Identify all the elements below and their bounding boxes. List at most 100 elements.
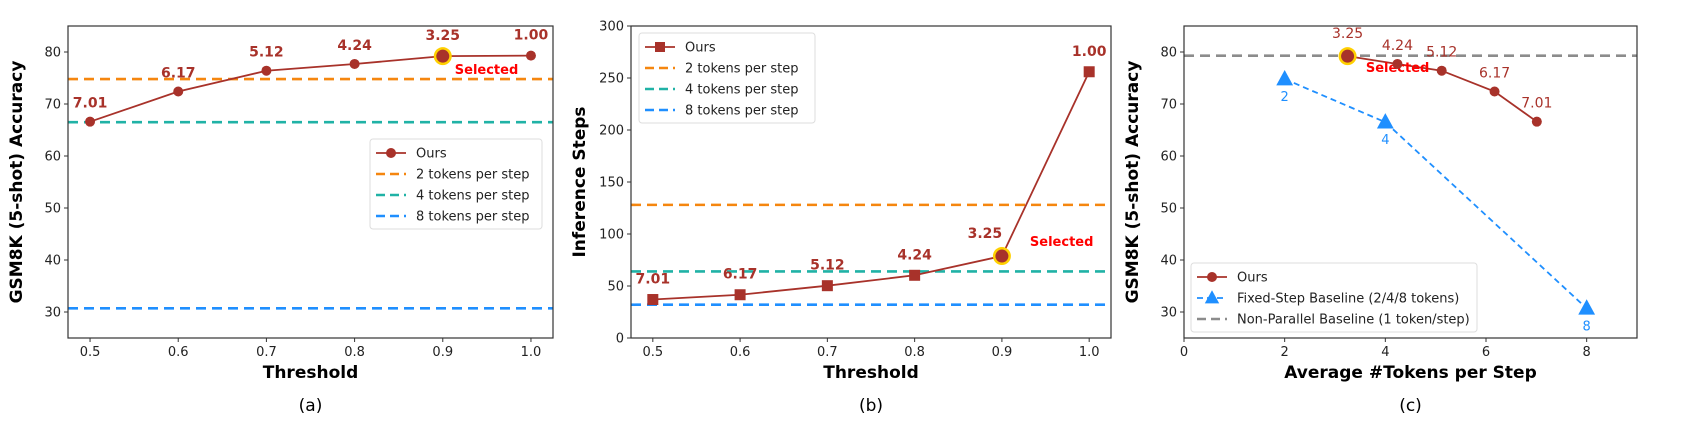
data-label: 5.12 (249, 45, 284, 61)
data-label: 6.17 (1479, 66, 1510, 82)
data-label: 7.01 (73, 96, 108, 112)
legend-marker (1207, 272, 1217, 282)
legend-marker (655, 42, 665, 52)
data-label: 3.25 (1332, 26, 1363, 42)
y-tick-label: 50 (1160, 202, 1177, 217)
y-tick-label: 250 (599, 72, 624, 87)
legend-label: 2 tokens per step (685, 62, 799, 77)
data-point (821, 280, 833, 292)
axes-frame (67, 25, 554, 339)
data-point (909, 269, 921, 281)
legend-label: Non-Parallel Baseline (1 token/step) (1237, 313, 1470, 328)
data-label: 4.24 (1382, 38, 1413, 54)
x-axis-title: Threshold (823, 363, 919, 383)
data-point (1376, 113, 1394, 129)
panel-caption: (a) (299, 396, 323, 416)
y-tick-label: 80 (1160, 46, 1177, 61)
data-point (85, 116, 96, 127)
x-tick-label: 1.0 (1079, 345, 1100, 360)
legend-box (369, 138, 543, 230)
y-tick-label: 200 (599, 124, 624, 139)
panel-caption: (b) (859, 396, 883, 416)
data-point (173, 86, 184, 97)
selected-label: Selected (455, 63, 518, 78)
legend-marker (386, 148, 396, 158)
x-tick-label: 0.6 (730, 345, 751, 360)
chart-panel-2: 0.5 0.6 0.7 0.8 0.9 1.0050100150200250300Thre… (570, 20, 1112, 416)
data-label: 6.17 (161, 66, 196, 82)
data-point (1392, 58, 1403, 69)
legend-label: Ours (1237, 271, 1268, 286)
legend-label: 4 tokens per step (416, 189, 530, 204)
data-point (734, 289, 746, 301)
series-line-ours (89, 54, 531, 123)
y-tick-label: 300 (599, 20, 624, 35)
y-tick-label: 30 (1160, 306, 1177, 321)
x-tick-label: 0.5 (642, 345, 663, 360)
x-tick-label: 0.7 (256, 345, 277, 360)
legend-label: Ours (685, 41, 716, 56)
data-label: 8 (1583, 319, 1591, 334)
data-label: 4.24 (897, 247, 932, 263)
panel-caption: (c) (1399, 396, 1422, 416)
y-tick-label: 80 (44, 46, 61, 61)
data-label: 2 (1281, 90, 1289, 105)
legend-label: 4 tokens per step (685, 83, 799, 98)
y-tick-label: 60 (1160, 150, 1177, 165)
y-tick-label: 70 (44, 98, 61, 113)
x-tick-label: 4 (1381, 345, 1389, 360)
legend-label: 2 tokens per step (416, 168, 530, 183)
data-label: 7.01 (636, 272, 671, 288)
selected-label: Selected (1030, 235, 1094, 250)
x-tick-label: 2 (1281, 345, 1289, 360)
x-tick-label: 0.9 (992, 345, 1013, 360)
x-tick-label: 6 (1482, 345, 1490, 360)
x-tick-label: 0.8 (344, 345, 365, 360)
legend-box (638, 32, 816, 124)
x-tick-label: 0.5 (80, 345, 101, 360)
data-point (647, 294, 659, 306)
chart-panel-3: 0 2 4 6 8 30 40 50 60 70 80 Average #Tokens per Ste… (1123, 25, 1638, 416)
data-label: 4 (1381, 133, 1389, 148)
x-tick-label: 0.6 (168, 345, 189, 360)
x-axis-title: Threshold (263, 363, 359, 383)
legend-label: 8 tokens per step (416, 210, 530, 225)
data-point (1083, 66, 1095, 78)
data-label: 3.25 (968, 226, 1003, 242)
y-tick-label: 40 (1160, 254, 1177, 269)
data-point (349, 58, 360, 69)
data-label: 3.25 (425, 28, 460, 44)
data-point (525, 50, 536, 61)
legend-label: 8 tokens per step (685, 104, 799, 119)
data-label: 1.00 (1072, 44, 1107, 60)
y-tick-label: 150 (599, 176, 624, 191)
legend-box (1190, 262, 1478, 333)
axes-frame (630, 25, 1112, 339)
x-tick-label: 0.8 (904, 345, 925, 360)
plot-area (68, 54, 553, 310)
y-tick-label: 30 (44, 306, 61, 321)
data-label: 4.24 (337, 38, 372, 54)
legend-label: Fixed-Step Baseline (2/4/8 tokens) (1237, 292, 1459, 307)
y-axis-title: GSM8K (5-shot) Accuracy (1123, 61, 1143, 304)
y-tick-label: 40 (44, 254, 61, 269)
axes-frame (1183, 25, 1638, 339)
y-tick-label: 100 (599, 228, 624, 243)
x-axis-title: Average #Tokens per Step (1284, 363, 1537, 383)
data-point (1578, 299, 1596, 315)
y-axis-title: Inference Steps (570, 106, 590, 257)
data-label: 6.17 (723, 267, 758, 283)
y-axis-title: GSM8K (5-shot) Accuracy (7, 61, 27, 304)
data-point (1489, 86, 1500, 97)
data-label: 5.12 (1426, 45, 1457, 61)
selected-point (436, 49, 450, 63)
selected-point (1341, 49, 1355, 63)
x-tick-label: 0.9 (432, 345, 453, 360)
legend-marker (1204, 290, 1220, 304)
data-point (1436, 65, 1447, 76)
plot-area (631, 71, 1111, 307)
x-tick-label: 0.7 (817, 345, 838, 360)
x-tick-label: 1.0 (521, 345, 542, 360)
selected-point (995, 249, 1009, 263)
